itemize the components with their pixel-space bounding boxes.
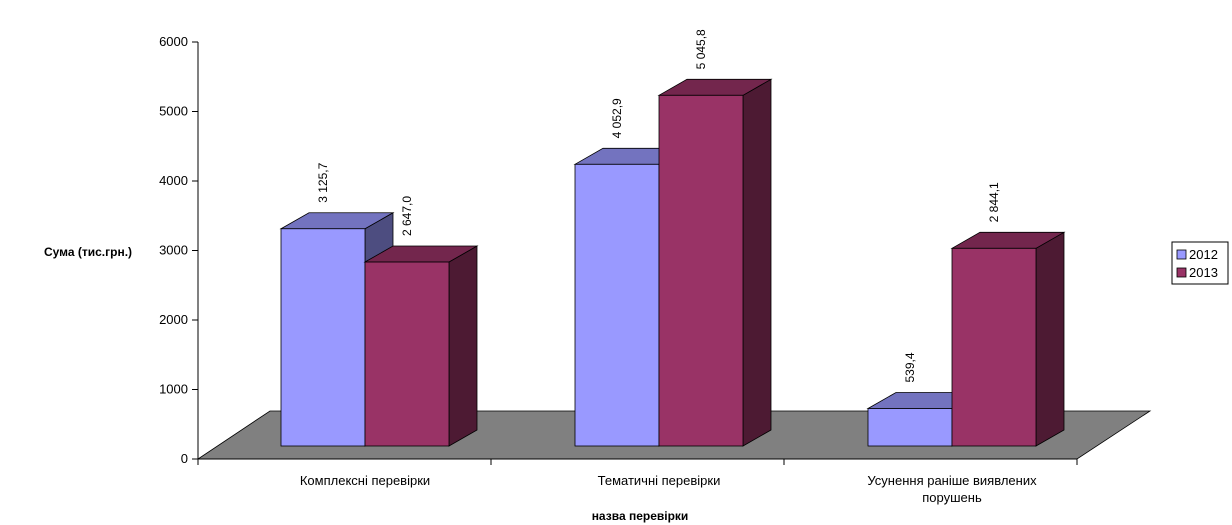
- legend-swatch-2013: [1176, 267, 1187, 278]
- bar-front: [951, 247, 1037, 447]
- bar-front: [867, 408, 953, 447]
- bar-2013-2: [950, 231, 1066, 447]
- y-tick-label: 3000: [159, 243, 188, 258]
- bar-front: [280, 228, 366, 447]
- data-label: 5 045,8: [694, 29, 708, 69]
- y-axis: 0 1000 2000 3000 4000 5000 6000: [159, 34, 199, 466]
- legend-label-2012: 2012: [1189, 247, 1218, 262]
- x-axis: Комплексні перевірки Тематичні перевірки У…: [197, 458, 1078, 505]
- data-label: 2 844,1: [987, 182, 1001, 222]
- bars: [279, 78, 1066, 447]
- bar-side: [448, 245, 478, 447]
- data-label: 539,4: [903, 352, 917, 382]
- data-label: 2 647,0: [400, 196, 414, 236]
- bar-side: [742, 78, 772, 447]
- y-tick-label: 0: [181, 451, 188, 466]
- legend-swatch-2012: [1176, 249, 1187, 260]
- data-label: 4 052,9: [610, 98, 624, 138]
- y-tick-label: 1000: [159, 382, 188, 397]
- data-labels: 3 125,7 2 647,0 4 052,9 5 045,8 539,4 2 844,1: [316, 29, 1001, 383]
- x-category-label: Усунення раніше виявлених порушень: [867, 473, 1037, 505]
- y-tick-label: 5000: [159, 104, 188, 119]
- x-axis-title: назва перевірки: [592, 509, 689, 523]
- legend-label-2013: 2013: [1189, 265, 1218, 280]
- x-category-label: Комплексні перевірки: [300, 473, 430, 488]
- bar-front: [364, 261, 450, 447]
- bar-2013-0: [363, 245, 479, 447]
- bar-front: [574, 163, 660, 447]
- x-category-label: Тематичні перевірки: [598, 473, 721, 488]
- y-tick-label: 2000: [159, 312, 188, 327]
- y-tick-label: 4000: [159, 173, 188, 188]
- legend: 2012 2013: [1171, 241, 1229, 285]
- bar-front: [658, 94, 744, 447]
- y-axis-title: Сума (тис.грн.): [44, 245, 132, 259]
- bar-2013-1: [657, 78, 773, 447]
- bar-side: [1035, 231, 1065, 447]
- data-label: 3 125,7: [316, 162, 330, 202]
- y-tick-label: 6000: [159, 34, 188, 49]
